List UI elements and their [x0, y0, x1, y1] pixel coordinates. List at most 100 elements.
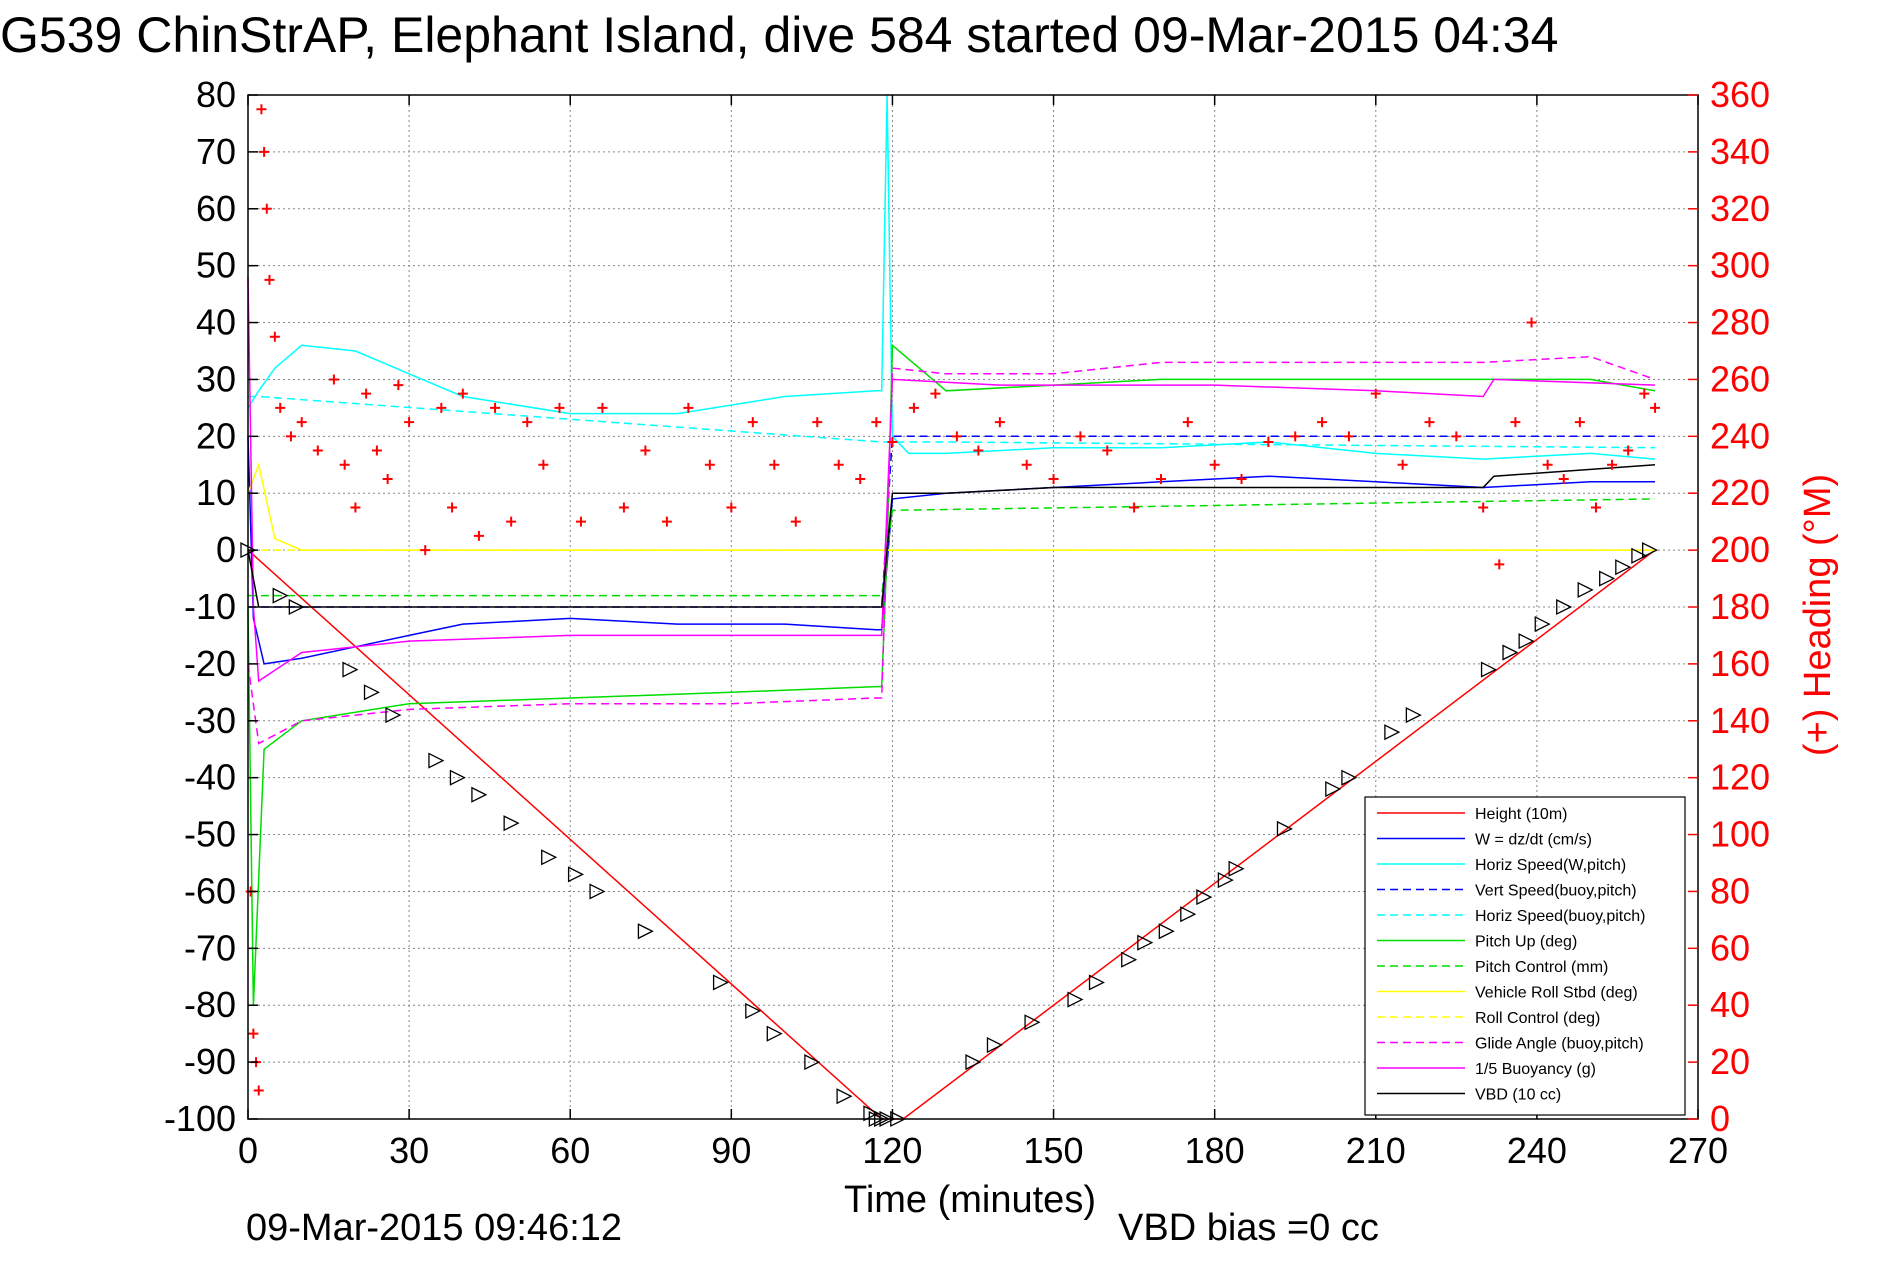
series-line-10	[247, 276, 1656, 683]
y2-tick-label: 200	[1710, 529, 1770, 570]
y-tick-label: -40	[184, 757, 236, 798]
y2-tick-label: 80	[1710, 870, 1750, 911]
y-tick-label: 60	[196, 188, 236, 229]
heading-marker	[312, 445, 323, 456]
heading-marker	[285, 431, 296, 442]
depth-marker	[449, 769, 466, 786]
legend-box	[1364, 796, 1686, 1116]
depth-marker	[1384, 724, 1401, 741]
heading-marker	[618, 502, 629, 513]
legend-label-10: 1/5 Buoyancy (g)	[1475, 1061, 1596, 1078]
heading-marker	[490, 402, 501, 413]
depth-marker	[745, 1002, 762, 1019]
depth-marker	[1325, 780, 1342, 798]
depth-marker	[986, 1036, 1003, 1054]
y2-tick-label: 180	[1710, 586, 1770, 627]
heading-marker	[554, 402, 565, 413]
y2-tick-label: 260	[1710, 358, 1770, 399]
vbd-bias-footer: VBD bias =0 cc	[1118, 1207, 1379, 1249]
legend-label-4: Horiz Speed(buoy,pitch)	[1475, 908, 1645, 925]
depth-marker	[1642, 542, 1659, 559]
heading-marker	[259, 146, 270, 157]
x-tick-label: 0	[238, 1130, 258, 1171]
depth-marker	[541, 849, 558, 866]
depth-marker	[965, 1054, 982, 1071]
y2-tick-label: 280	[1710, 302, 1770, 343]
depth-marker	[1480, 661, 1498, 678]
y2-tick-label: 100	[1710, 814, 1770, 855]
depth-marker	[637, 923, 654, 940]
heading-marker	[522, 417, 533, 428]
heading-marker	[747, 417, 758, 428]
heading-marker	[296, 417, 307, 428]
heading-marker	[420, 545, 431, 556]
y-tick-label: 70	[196, 131, 236, 172]
heading-marker	[790, 516, 801, 527]
legend-label-8: Roll Control (deg)	[1475, 1010, 1600, 1027]
heading-marker	[887, 437, 898, 448]
heading-marker	[457, 388, 468, 399]
series-line-4	[248, 395, 1656, 449]
heading-marker	[361, 388, 372, 399]
legend: Height (10m) W = dz/dt (cm/s) Horiz Speed(…	[1364, 796, 1686, 1116]
depth-marker	[1405, 707, 1422, 724]
heading-marker	[264, 274, 275, 285]
x-tick-label: 120	[862, 1130, 922, 1171]
heading-marker	[855, 474, 866, 484]
depth-marker	[589, 883, 606, 900]
heading-marker	[1236, 474, 1247, 484]
legend-label-0: Height (10m)	[1475, 806, 1567, 823]
heading-marker	[275, 402, 286, 413]
y2-tick-label: 320	[1710, 188, 1770, 229]
depth-marker	[1121, 951, 1138, 968]
heading-marker	[1182, 417, 1193, 428]
heading-marker	[1623, 445, 1634, 456]
heading-marker	[1607, 459, 1618, 470]
heading-marker	[1478, 502, 1489, 513]
depth-marker	[1534, 616, 1551, 633]
y-tick-label: 20	[196, 415, 236, 456]
x-tick-label: 270	[1668, 1130, 1728, 1171]
x-tick-label: 240	[1507, 1130, 1567, 1171]
legend-label-7: Vehicle Roll Stbd (deg)	[1475, 985, 1638, 1002]
heading-marker	[683, 402, 694, 413]
heading-marker	[350, 502, 361, 513]
y2-tick-label: 160	[1710, 643, 1770, 684]
legend-label-2: Horiz Speed(W,pitch)	[1475, 857, 1626, 874]
depth-marker	[567, 866, 585, 883]
heading-marker	[382, 474, 393, 484]
heading-marker	[726, 502, 737, 513]
heading-marker	[1209, 459, 1220, 470]
heading-marker	[640, 445, 651, 456]
y2-tick-label: 360	[1710, 74, 1770, 115]
heading-marker	[1048, 474, 1059, 484]
y-tick-label: -100	[164, 1098, 236, 1139]
depth-marker	[766, 1025, 783, 1042]
heading-marker	[661, 516, 672, 527]
heading-marker	[404, 417, 415, 428]
depth-marker	[1599, 570, 1616, 587]
y-tick-label: 80	[196, 74, 236, 115]
heading-marker	[1494, 559, 1505, 570]
y-tick-label: -10	[184, 586, 236, 627]
depth-marker	[1341, 769, 1358, 786]
heading-marker	[256, 104, 267, 115]
heading-marker	[328, 374, 339, 385]
x-tick-label: 150	[1024, 1130, 1084, 1171]
heading-marker	[436, 402, 447, 413]
y-tick-label: -70	[184, 927, 236, 968]
y2-tick-label: 60	[1710, 927, 1750, 968]
heading-marker	[1129, 502, 1140, 513]
heading-marker	[1102, 445, 1113, 456]
heading-marker	[1451, 431, 1462, 442]
heading-marker	[973, 445, 984, 456]
depth-marker	[804, 1054, 821, 1071]
y-tick-label: -20	[184, 643, 236, 684]
y-tick-label: -90	[184, 1041, 236, 1082]
heading-marker	[371, 445, 382, 456]
heading-marker	[1370, 388, 1381, 399]
depth-marker	[272, 587, 289, 604]
heading-marker	[704, 459, 715, 470]
depth-marker	[1024, 1014, 1041, 1031]
